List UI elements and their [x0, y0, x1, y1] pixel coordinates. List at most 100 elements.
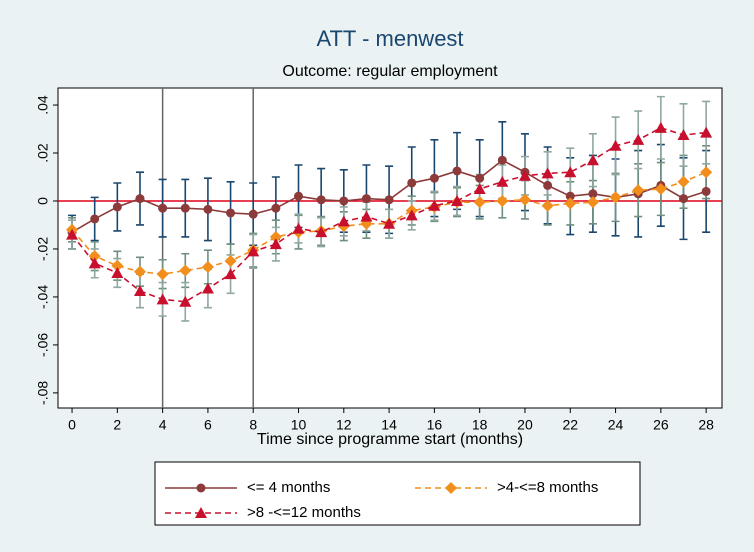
marker — [133, 265, 146, 278]
marker — [407, 178, 417, 188]
x-tick-label: 20 — [517, 417, 533, 433]
marker — [473, 182, 486, 194]
y-tick-label: -.02 — [35, 237, 51, 261]
marker — [609, 191, 622, 204]
x-tick-label: 2 — [113, 417, 121, 433]
x-tick-label: 0 — [68, 417, 76, 433]
marker — [679, 194, 689, 204]
x-tick-label: 4 — [159, 417, 167, 433]
marker — [632, 133, 645, 145]
x-tick-label: 14 — [381, 417, 397, 433]
marker — [428, 199, 441, 211]
marker — [361, 194, 371, 204]
marker — [201, 260, 214, 273]
marker — [609, 139, 622, 151]
plot-area — [57, 87, 723, 409]
marker — [294, 191, 304, 201]
x-tick-label: 18 — [472, 417, 488, 433]
marker — [316, 195, 326, 205]
x-tick-label: 10 — [291, 417, 307, 433]
marker — [180, 203, 190, 213]
marker — [111, 259, 124, 272]
marker — [248, 209, 258, 219]
marker — [588, 189, 598, 199]
marker — [269, 230, 282, 243]
marker — [360, 210, 373, 222]
marker — [473, 196, 486, 209]
marker — [224, 254, 237, 267]
legend-label: >8 -<=12 months — [247, 504, 361, 521]
marker — [543, 180, 553, 190]
marker — [269, 238, 282, 250]
marker — [224, 268, 237, 280]
marker — [111, 266, 124, 278]
marker — [654, 121, 667, 133]
chart-subtitle: Outcome: regular employment — [282, 63, 498, 80]
marker — [384, 195, 394, 205]
x-tick-label: 8 — [249, 417, 257, 433]
marker — [586, 154, 599, 166]
legend-label: <= 4 months — [247, 479, 330, 496]
marker — [541, 199, 554, 212]
marker — [632, 184, 645, 197]
marker — [518, 193, 531, 206]
x-tick-label: 6 — [204, 417, 212, 433]
marker — [88, 257, 101, 269]
x-tick-label: 26 — [653, 417, 669, 433]
marker — [156, 293, 169, 305]
marker — [541, 167, 554, 179]
y-tick-label: .02 — [35, 143, 51, 163]
marker — [700, 126, 713, 138]
series-line — [71, 126, 707, 303]
marker — [90, 214, 100, 224]
marker — [179, 295, 192, 307]
y-tick-label: -.04 — [35, 285, 51, 309]
marker — [156, 268, 169, 281]
marker — [112, 202, 122, 212]
marker — [158, 203, 168, 213]
legend-marker — [195, 507, 207, 518]
marker — [451, 194, 464, 206]
x-tick-label: 16 — [427, 417, 443, 433]
marker — [497, 155, 507, 165]
marker — [564, 166, 577, 178]
marker — [133, 284, 146, 296]
marker — [247, 245, 260, 257]
marker — [452, 166, 462, 176]
marker — [201, 282, 214, 294]
marker — [179, 264, 192, 277]
marker — [315, 226, 328, 238]
marker — [565, 191, 575, 201]
marker — [226, 208, 236, 218]
x-axis-label: Time since programme start (months) — [257, 431, 523, 448]
marker — [564, 197, 577, 210]
marker — [701, 186, 711, 196]
marker — [677, 129, 690, 141]
marker — [135, 194, 145, 204]
marker — [700, 166, 713, 179]
marker — [339, 196, 349, 206]
marker — [337, 215, 350, 227]
marker — [429, 173, 439, 183]
marker — [271, 203, 281, 213]
marker — [383, 217, 396, 229]
y-tick-label: .04 — [35, 95, 51, 115]
marker — [66, 228, 79, 240]
x-tick-label: 28 — [698, 417, 714, 433]
marker — [586, 196, 599, 209]
chart-title: ATT - menwest — [316, 26, 463, 51]
legend-marker — [196, 483, 206, 493]
marker — [292, 222, 305, 234]
marker — [496, 194, 509, 207]
marker — [203, 204, 213, 214]
marker — [654, 182, 667, 195]
x-tick-label: 12 — [336, 417, 352, 433]
legend — [154, 461, 641, 526]
legend-label: >4-<=8 months — [497, 479, 598, 496]
y-tick-label: 0 — [35, 197, 51, 205]
marker — [405, 209, 418, 221]
y-tick-label: -.08 — [35, 381, 51, 405]
marker — [518, 169, 531, 181]
x-tick-label: 22 — [562, 417, 578, 433]
